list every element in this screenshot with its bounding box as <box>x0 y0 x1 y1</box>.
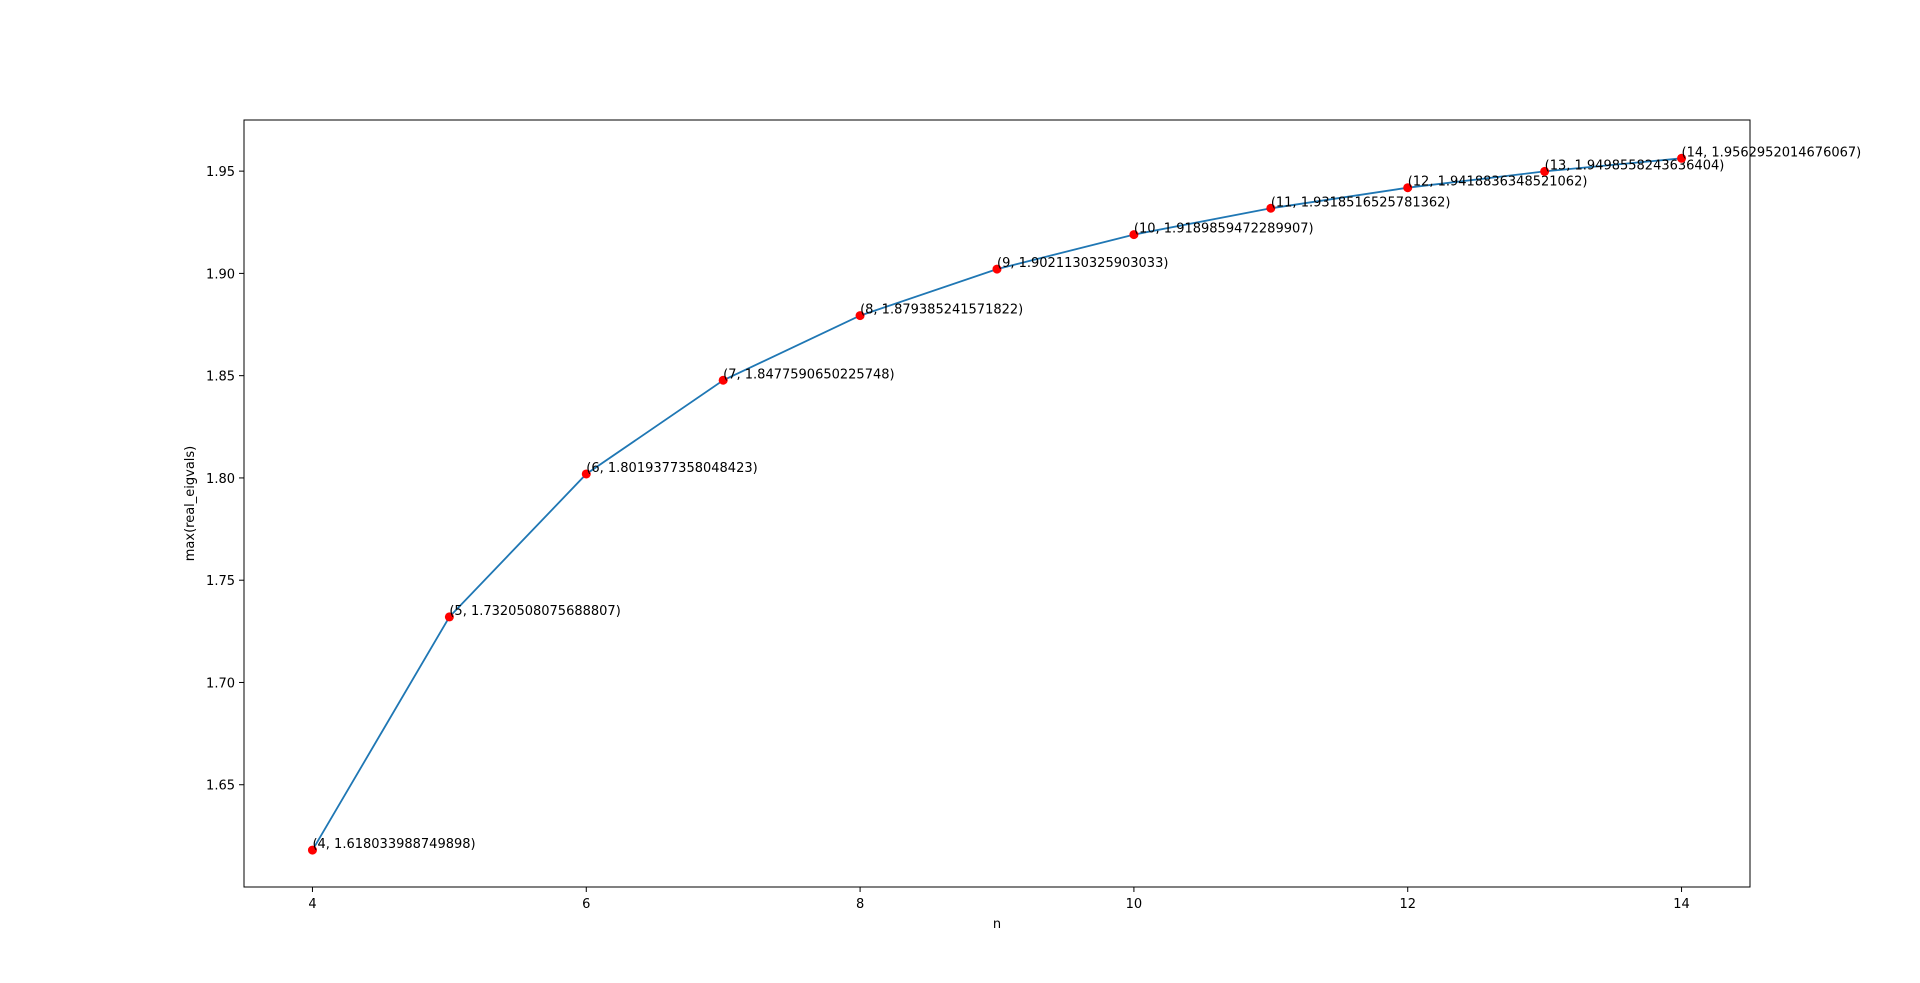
data-point-label: (11, 1.9318516525781362) <box>1271 195 1451 210</box>
data-point <box>1129 230 1139 240</box>
data-point-label: (9, 1.9021130325903033) <box>997 256 1168 271</box>
data-point <box>1540 166 1550 176</box>
data-point <box>992 264 1002 274</box>
data-point <box>1266 203 1276 213</box>
x-tick-label: 6 <box>582 897 590 912</box>
x-axis-label: n <box>993 917 1001 932</box>
x-tick-label: 10 <box>1126 897 1143 912</box>
y-tick-label: 1.95 <box>206 165 235 180</box>
y-tick-label: 1.75 <box>206 574 235 589</box>
data-point <box>1403 183 1413 193</box>
y-tick-label: 1.65 <box>206 779 235 794</box>
x-tick-label: 12 <box>1399 897 1416 912</box>
y-tick-label: 1.70 <box>206 676 235 691</box>
data-point <box>307 845 317 855</box>
data-point-label: (8, 1.879385241571822) <box>860 303 1023 318</box>
y-tick-label: 1.85 <box>206 370 235 385</box>
data-point-label: (14, 1.9562952014676067) <box>1682 145 1862 160</box>
x-tick-label: 4 <box>308 897 316 912</box>
x-axis-ticks: 4 6 8 10 12 14 <box>308 887 1690 912</box>
y-axis-label: max(real_eigvals) <box>183 446 198 562</box>
data-point-label: (4, 1.618033988749898) <box>312 837 475 852</box>
data-point-label: (5, 1.7320508075688807) <box>449 604 620 619</box>
data-point-label: (7, 1.8477590650225748) <box>723 367 894 382</box>
x-tick-label: 14 <box>1673 897 1690 912</box>
data-point-label: (6, 1.8019377358048423) <box>586 461 757 476</box>
y-tick-label: 1.90 <box>206 267 235 282</box>
data-point-label: (10, 1.9189859472289907) <box>1134 222 1314 237</box>
y-axis-ticks: 1.65 1.70 1.75 1.80 1.85 1.90 1.95 <box>206 165 244 794</box>
data-point <box>718 375 728 385</box>
data-point <box>1677 153 1687 163</box>
data-point-label: (12, 1.9418836348521062) <box>1408 175 1588 190</box>
y-tick-label: 1.80 <box>206 472 235 487</box>
x-tick-label: 8 <box>856 897 864 912</box>
data-point <box>855 311 865 321</box>
data-point <box>444 612 454 622</box>
plot-area: (4, 1.618033988749898) (5, 1.732050807568… <box>243 119 1862 888</box>
data-point-label: (13, 1.9498558243636404) <box>1545 158 1725 173</box>
axes-frame <box>243 119 1751 888</box>
data-point <box>581 469 591 479</box>
